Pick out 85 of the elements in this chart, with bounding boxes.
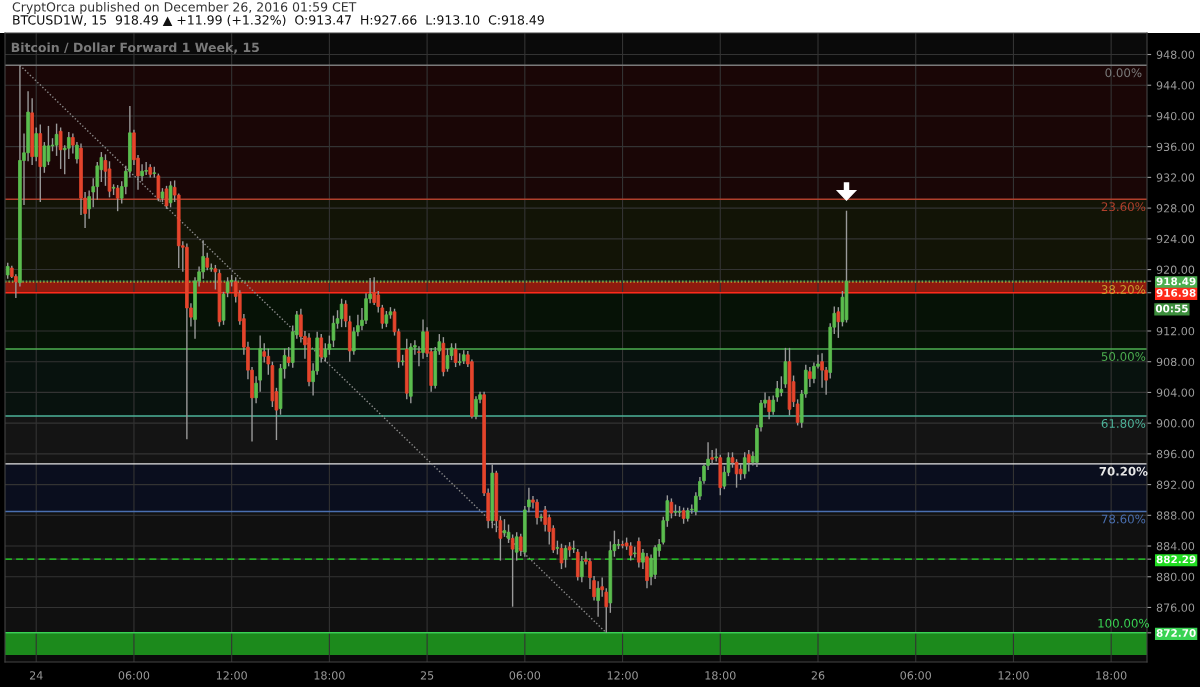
candlestick (115, 184, 120, 212)
annotation: 23.60% (1101, 202, 1146, 212)
x-tick-label: 12:00 (216, 671, 247, 680)
x-tick-label: 18:00 (705, 671, 736, 680)
candlestick (474, 395, 478, 421)
y-tick-label: 940.00 (1156, 111, 1195, 121)
text: 00:55 (1155, 304, 1188, 313)
candlestick (66, 131, 71, 160)
candlestick (539, 513, 543, 523)
candlestick (645, 552, 649, 589)
y-tick-label: 916.98 (1156, 288, 1196, 297)
y-tick-label: 944.00 (1156, 81, 1195, 90)
x-tick-label: 06:00 (900, 671, 931, 680)
annotation: 0.00% (1105, 68, 1142, 78)
y-tick-label: 892.00 (1156, 480, 1195, 489)
candlestick (168, 180, 173, 209)
candlestick (535, 498, 539, 526)
y-tick-label: 882.29 (1156, 555, 1196, 564)
x-tick-label: 06:00 (118, 671, 150, 680)
y-tick-label: 876.00 (1156, 603, 1195, 612)
candlestick (637, 536, 641, 569)
y-tick-label: 880.00 (1156, 572, 1195, 582)
x-tick-label: 18:00 (1096, 671, 1127, 680)
y-tick-label: 912.00 (1156, 326, 1195, 336)
annotation: 50.00% (1101, 352, 1146, 361)
x-tick-label: 18:00 (314, 671, 345, 680)
candlestick (34, 126, 39, 162)
candlestick (323, 342, 328, 363)
x-tick-label: 06:00 (509, 671, 541, 680)
candlestick (46, 125, 51, 166)
annotation: 38.20% (1101, 285, 1146, 294)
y-tick-label: 936.00 (1156, 142, 1195, 152)
candlestick (319, 333, 324, 364)
y-tick-label: 888.00 (1156, 511, 1195, 520)
candlestick (628, 541, 633, 562)
y-tick-label: 904.00 (1156, 388, 1195, 397)
candlestick (58, 126, 63, 170)
text: Bitcoin / Dollar Forward 1 Week, 15 (11, 42, 259, 54)
x-tick-label: 25 (420, 671, 434, 680)
candlestick (54, 122, 59, 157)
candlestick (559, 543, 564, 570)
x-tick-label: 24 (29, 671, 43, 680)
candlestick (767, 395, 771, 421)
candlestick (42, 141, 47, 174)
candlestick (372, 276, 376, 306)
candlestick (510, 533, 515, 608)
y-tick-label: 948.00 (1156, 50, 1195, 59)
candlestick (286, 346, 291, 368)
candlestick (514, 531, 519, 562)
candlestick (596, 580, 600, 618)
candlestick (808, 366, 812, 388)
y-tick-label: 928.00 (1156, 204, 1195, 213)
y-tick-label: 872.70 (1156, 629, 1196, 637)
candlestick (140, 163, 144, 182)
candlestick (453, 342, 458, 368)
candlestick (518, 533, 523, 557)
y-tick-label: 932.00 (1156, 173, 1195, 182)
annotation: 61.80% (1101, 418, 1146, 428)
text: CryptOrca published on December 26, 2016 01:59 CET (12, 1, 357, 15)
candlestick (734, 458, 739, 489)
candlestick (262, 342, 267, 364)
x-tick-label: 26 (811, 671, 825, 680)
candlestick (445, 347, 450, 373)
candlestick (563, 544, 568, 569)
candlestick (836, 306, 841, 339)
y-tick-label: 918.49 (1156, 277, 1196, 286)
y-tick-label: 900.00 (1156, 419, 1195, 428)
x-tick-label: 12:00 (998, 671, 1029, 680)
candlestick (543, 505, 547, 533)
annotation: 78.60% (1101, 514, 1146, 524)
y-tick-label: 924.00 (1156, 234, 1195, 244)
y-tick-label: 896.00 (1156, 449, 1195, 459)
candlestick (580, 555, 584, 583)
y-tick-label: 920.00 (1156, 265, 1195, 274)
chart-subtitle: BTCUSD1W, 15 918.49 ▲ +11.99 (+1.32%) O:913.47 H:927.66 L:913.10 C:918.49 (13, 14, 544, 27)
candlestick (669, 497, 674, 520)
x-tick-label: 12:00 (607, 671, 638, 680)
annotation: 70.20% (1099, 466, 1148, 476)
candlestick (164, 185, 169, 210)
candlestick (339, 298, 344, 328)
y-tick-label: 884.00 (1156, 542, 1195, 551)
candlestick (742, 451, 747, 480)
annotation: 100.00% (1098, 618, 1149, 628)
y-tick-label: 908.00 (1156, 357, 1195, 367)
candlestick (746, 449, 751, 473)
